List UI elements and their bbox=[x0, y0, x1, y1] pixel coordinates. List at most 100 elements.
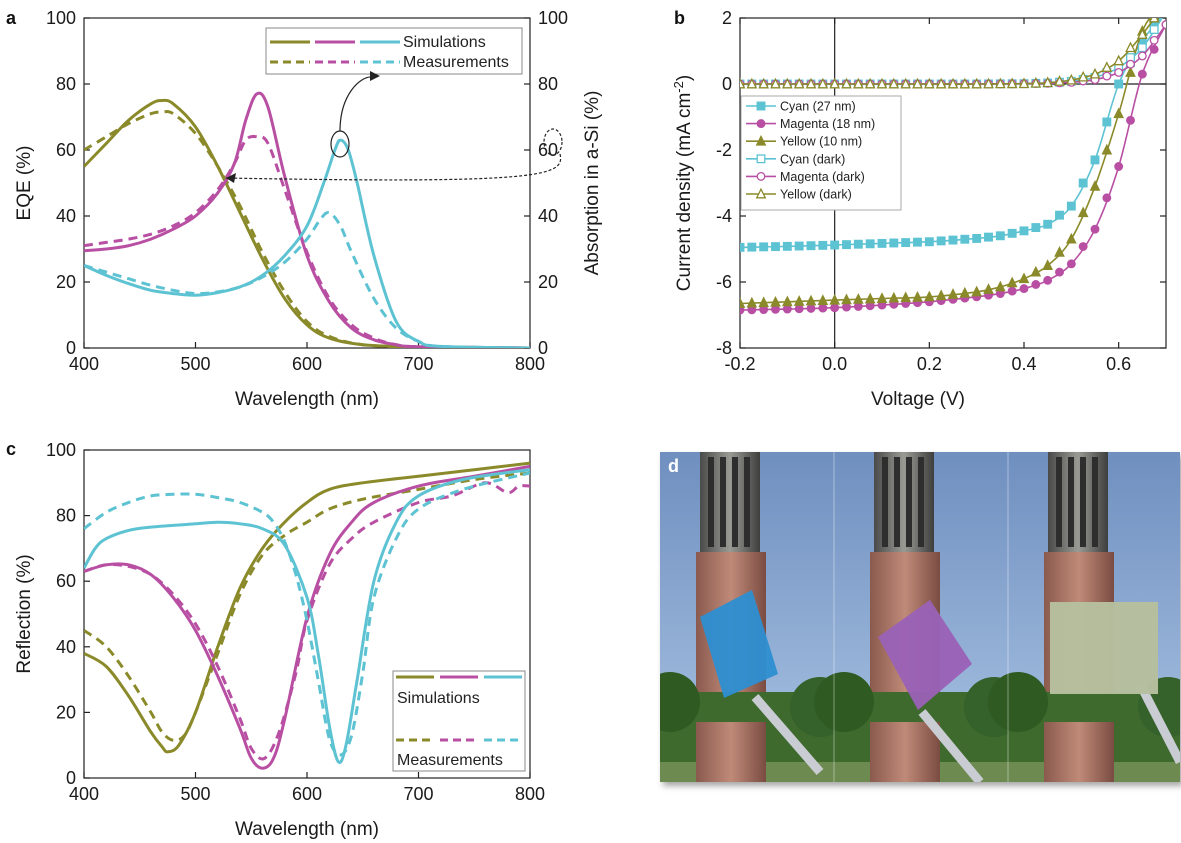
iv-data-point bbox=[1008, 230, 1016, 238]
y-tick-label: 0 bbox=[66, 768, 76, 788]
iv-data-point bbox=[1127, 60, 1135, 68]
series-line-yellow-dashed bbox=[84, 112, 530, 348]
iv-data-point bbox=[843, 241, 851, 249]
legend-c-measurements: Measurements bbox=[397, 752, 503, 769]
y-tick-label-right: 0 bbox=[538, 338, 548, 358]
panel-a-label: a bbox=[6, 8, 17, 28]
iv-data-point bbox=[1068, 202, 1076, 210]
iv-data-point bbox=[1056, 268, 1064, 276]
iv-data-point bbox=[807, 305, 815, 313]
panel-b: b -0.2 0.0 0.2 0.4 0.6-8-6-4-202 Voltage (V)… bbox=[671, 2, 1170, 411]
x-tick-label: 0.2 bbox=[917, 354, 942, 374]
legend-measurements: Measurements bbox=[403, 54, 509, 71]
iv-data-point bbox=[760, 243, 768, 251]
iv-data-point bbox=[1091, 156, 1099, 164]
x-tick-label: 700 bbox=[403, 784, 433, 804]
iv-data-point bbox=[1115, 69, 1123, 77]
iv-data-point bbox=[1115, 80, 1123, 88]
legend-entry-label: Magenta (dark) bbox=[780, 170, 865, 184]
iv-data-point bbox=[1103, 118, 1111, 126]
iv-data-point bbox=[819, 304, 827, 312]
iv-data-point bbox=[1008, 287, 1016, 295]
iv-curve bbox=[740, 11, 1166, 84]
iv-data-point bbox=[1044, 220, 1052, 228]
x-tick-label: 0.4 bbox=[1011, 354, 1036, 374]
iv-data-point bbox=[1079, 179, 1087, 187]
photo-magenta-cell bbox=[814, 452, 1024, 782]
iv-data-point bbox=[1150, 36, 1158, 44]
legend-entry-label: Yellow (dark) bbox=[780, 188, 852, 202]
iv-data-point bbox=[937, 237, 945, 245]
panel-d-label: d bbox=[668, 456, 679, 477]
x-tick-label: 0.0 bbox=[822, 354, 847, 374]
x-tick-label: 600 bbox=[292, 784, 322, 804]
iv-data-point bbox=[1150, 46, 1158, 54]
iv-data-point bbox=[866, 240, 874, 248]
iv-data-point bbox=[736, 244, 744, 252]
iv-data-point bbox=[1032, 281, 1040, 289]
panel-d-photo-art bbox=[660, 452, 1180, 782]
panel-a-series bbox=[84, 93, 530, 348]
series-line-cyan-solid bbox=[84, 140, 530, 348]
iv-data-point bbox=[985, 233, 993, 241]
panel-c-xlabel: Wavelength (nm) bbox=[235, 819, 379, 840]
iv-data-point bbox=[807, 242, 815, 250]
panel-d-photo: d bbox=[660, 452, 1180, 782]
iv-data-point bbox=[772, 243, 780, 251]
series-line-magenta-solid bbox=[84, 93, 530, 348]
y-tick-label: 100 bbox=[46, 440, 76, 460]
panel-b-ylabel: Current density (mA cm-2) bbox=[671, 75, 695, 291]
y-tick-label: 60 bbox=[56, 140, 76, 160]
iv-data-point bbox=[973, 235, 981, 243]
photo-cyan-cell bbox=[660, 452, 850, 782]
iv-data-point bbox=[831, 304, 839, 312]
iv-data-point bbox=[1139, 52, 1147, 60]
legend-entry-label: Cyan (dark) bbox=[780, 152, 845, 166]
iv-data-point bbox=[1056, 211, 1064, 219]
iv-data-point bbox=[1091, 225, 1099, 233]
y-tick-label: -2 bbox=[716, 140, 732, 160]
y-tick-label-right: 100 bbox=[538, 8, 568, 28]
y-tick-label: -4 bbox=[716, 206, 732, 226]
panel-b-label: b bbox=[674, 8, 685, 28]
iv-data-point bbox=[1091, 182, 1100, 191]
iv-data-point bbox=[1139, 44, 1147, 52]
iv-data-point bbox=[843, 303, 851, 311]
y-tick-label-right: 60 bbox=[538, 140, 558, 160]
y-tick-label: 20 bbox=[56, 702, 76, 722]
iv-data-point bbox=[997, 232, 1005, 240]
iv-data-point bbox=[1079, 243, 1087, 251]
y-tick-label-right: 20 bbox=[538, 272, 558, 292]
y-tick-label: 0 bbox=[722, 74, 732, 94]
y-tick-label: 20 bbox=[56, 272, 76, 292]
x-tick-label: 500 bbox=[180, 784, 210, 804]
iv-data-point bbox=[961, 235, 969, 243]
x-tick-label: 0.6 bbox=[1106, 354, 1131, 374]
x-tick-label: 700 bbox=[403, 354, 433, 374]
iv-data-point bbox=[926, 238, 934, 246]
y-tick-label: 80 bbox=[56, 506, 76, 526]
iv-data-point bbox=[1103, 72, 1111, 80]
iv-data-point bbox=[748, 243, 756, 251]
iv-data-point bbox=[1126, 68, 1135, 77]
y-tick-label: 60 bbox=[56, 571, 76, 591]
iv-data-point bbox=[949, 236, 957, 244]
iv-data-point bbox=[831, 241, 839, 249]
iv-data-point bbox=[1162, 8, 1170, 16]
x-tick-label: 500 bbox=[180, 354, 210, 374]
legend-entry-label: Cyan (27 nm) bbox=[780, 100, 856, 114]
iv-data-point bbox=[1032, 224, 1040, 232]
legend-entry-label: Magenta (18 nm) bbox=[780, 117, 875, 131]
y-tick-label-right: 40 bbox=[538, 206, 558, 226]
legend-marker bbox=[757, 120, 765, 128]
iv-data-point bbox=[795, 242, 803, 250]
iv-data-point bbox=[1067, 234, 1076, 243]
legend-c-simulations: Simulations bbox=[397, 690, 480, 707]
x-tick-label: 600 bbox=[292, 354, 322, 374]
legend-entry-label: Yellow (10 nm) bbox=[780, 135, 862, 149]
panel-b-xlabel: Voltage (V) bbox=[871, 389, 965, 410]
iv-data-point bbox=[1139, 70, 1147, 78]
panel-a-ylabel: EQE (%) bbox=[14, 146, 35, 221]
iv-data-point bbox=[1115, 163, 1123, 171]
